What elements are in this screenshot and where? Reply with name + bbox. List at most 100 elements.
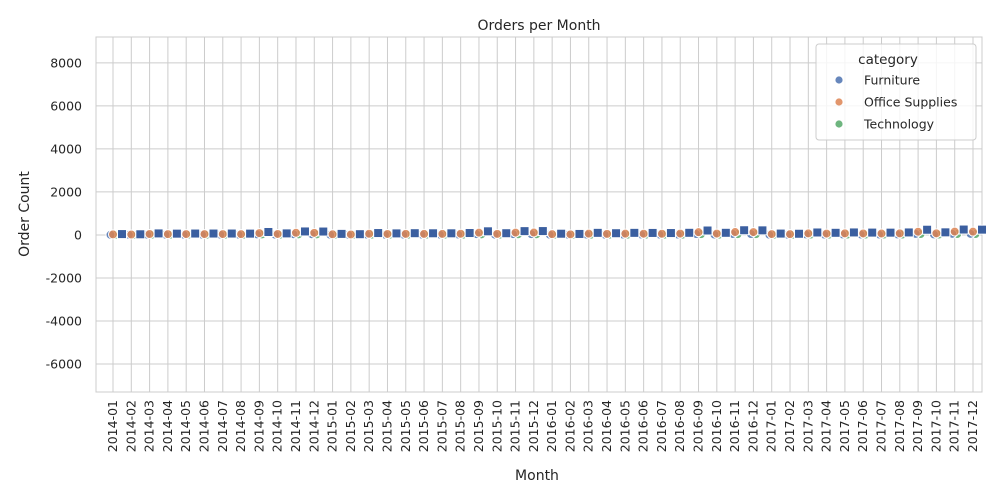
point-office-supplies bbox=[766, 229, 777, 240]
point-square bbox=[775, 228, 786, 239]
point-office-supplies bbox=[931, 228, 942, 239]
legend-label: Office Supplies bbox=[864, 95, 957, 110]
x-tick-label: 2014-03 bbox=[142, 400, 157, 452]
point-office-supplies bbox=[162, 229, 173, 240]
point-office-supplies bbox=[254, 228, 265, 239]
point-square bbox=[647, 227, 658, 238]
point-office-supplies bbox=[236, 229, 247, 240]
point-office-supplies bbox=[583, 228, 594, 239]
point-square bbox=[519, 226, 530, 237]
legend: category Furniture Office Supplies Technol… bbox=[815, 43, 977, 141]
x-tick-labels: 2014-01 2014-02 2014-03 2014-04 2014-05 2014-… bbox=[105, 400, 980, 452]
point-square bbox=[537, 226, 548, 237]
point-square bbox=[117, 229, 127, 240]
x-tick-label: 2014-05 bbox=[178, 400, 193, 452]
x-tick-label: 2014-06 bbox=[196, 400, 211, 452]
y-tick-labels: -6000 -4000 -2000 0 2000 4000 6000 8000 bbox=[46, 55, 82, 371]
x-tick-label: 2015-04 bbox=[379, 400, 394, 452]
point-square bbox=[482, 226, 493, 237]
point-office-supplies bbox=[400, 228, 411, 239]
point-office-supplies bbox=[711, 228, 722, 239]
point-office-supplies bbox=[199, 229, 210, 240]
legend-marker bbox=[835, 98, 843, 106]
point-office-supplies bbox=[675, 228, 686, 239]
point-square bbox=[977, 224, 987, 235]
point-square bbox=[885, 227, 896, 238]
point-square bbox=[940, 227, 951, 238]
point-office-supplies bbox=[821, 228, 832, 239]
point-square bbox=[848, 227, 859, 238]
point-square bbox=[263, 226, 274, 237]
legend-title: category bbox=[858, 52, 918, 68]
point-square bbox=[226, 228, 237, 239]
y-tick-label: -2000 bbox=[46, 270, 82, 285]
point-office-supplies bbox=[309, 227, 320, 238]
x-tick-label: 2015-10 bbox=[489, 400, 504, 452]
x-tick-label: 2016-01 bbox=[544, 400, 559, 452]
y-tick-label: 0 bbox=[74, 227, 82, 242]
x-tick-label: 2014-04 bbox=[160, 400, 175, 452]
point-office-supplies bbox=[785, 229, 796, 240]
x-tick-label: 2014-12 bbox=[306, 400, 321, 452]
point-office-supplies bbox=[547, 229, 558, 240]
point-square bbox=[611, 228, 622, 239]
x-tick-label: 2014-09 bbox=[251, 400, 266, 452]
point-office-supplies bbox=[181, 229, 192, 240]
point-office-supplies bbox=[473, 227, 484, 238]
x-tick-label: 2016-04 bbox=[599, 400, 614, 452]
point-office-supplies bbox=[913, 226, 924, 237]
point-office-supplies bbox=[327, 229, 338, 240]
point-square bbox=[794, 228, 805, 239]
x-tick-label: 2016-09 bbox=[691, 400, 706, 452]
point-office-supplies bbox=[492, 228, 503, 239]
point-square bbox=[574, 228, 585, 239]
x-tick-label: 2016-03 bbox=[581, 400, 596, 452]
point-square bbox=[922, 224, 933, 235]
point-square bbox=[245, 228, 256, 239]
x-tick-label: 2015-12 bbox=[526, 400, 541, 452]
legend-marker bbox=[835, 120, 843, 128]
point-office-supplies bbox=[108, 229, 118, 240]
x-tick-label: 2014-10 bbox=[270, 400, 285, 452]
point-office-supplies bbox=[419, 228, 430, 239]
x-tick-label: 2016-12 bbox=[745, 400, 760, 452]
point-square bbox=[428, 228, 439, 239]
point-office-supplies bbox=[290, 227, 301, 238]
point-square bbox=[391, 228, 402, 239]
point-square bbox=[299, 226, 310, 237]
x-tick-label: 2015-03 bbox=[361, 400, 376, 452]
x-tick-label: 2014-01 bbox=[105, 400, 120, 452]
x-tick-label: 2016-11 bbox=[727, 400, 742, 452]
x-tick-label: 2017-08 bbox=[892, 400, 907, 452]
point-square bbox=[208, 228, 219, 239]
x-tick-label: 2015-06 bbox=[416, 400, 431, 452]
point-square bbox=[336, 228, 347, 239]
y-tick-label: 8000 bbox=[50, 55, 82, 70]
point-office-supplies bbox=[656, 228, 667, 239]
point-square bbox=[830, 227, 841, 238]
point-square bbox=[665, 228, 676, 239]
x-tick-label: 2016-05 bbox=[617, 400, 632, 452]
legend-label: Furniture bbox=[864, 73, 920, 88]
point-office-supplies bbox=[968, 226, 978, 237]
point-office-supplies bbox=[455, 228, 466, 239]
x-tick-label: 2014-11 bbox=[288, 400, 303, 452]
point-office-supplies bbox=[345, 229, 356, 240]
point-office-supplies bbox=[638, 228, 649, 239]
point-square bbox=[812, 227, 823, 238]
point-square bbox=[281, 228, 292, 239]
x-tick-label: 2015-05 bbox=[398, 400, 413, 452]
point-office-supplies bbox=[693, 227, 704, 238]
point-square bbox=[629, 227, 640, 238]
point-office-supplies bbox=[565, 229, 576, 240]
point-square bbox=[757, 225, 768, 236]
data-marks bbox=[105, 224, 987, 240]
point-square bbox=[958, 224, 969, 235]
point-office-supplies bbox=[510, 227, 521, 238]
point-square bbox=[556, 228, 567, 239]
x-tick-label: 2017-02 bbox=[782, 400, 797, 452]
y-tick-label: -6000 bbox=[46, 357, 82, 372]
point-square bbox=[446, 228, 457, 239]
x-tick-label: 2017-07 bbox=[874, 400, 889, 452]
